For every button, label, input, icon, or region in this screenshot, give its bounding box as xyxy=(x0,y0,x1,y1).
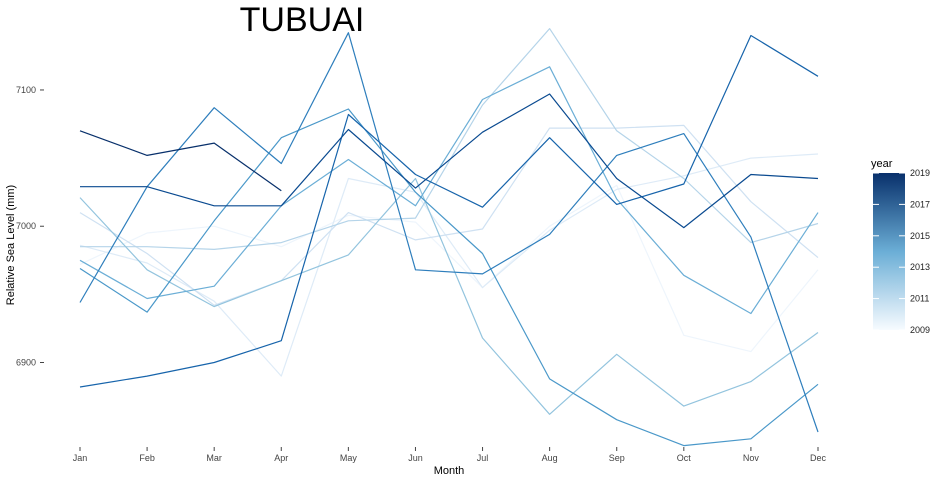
series-line-2013 xyxy=(79,177,819,415)
series-line-2014 xyxy=(79,66,819,315)
x-tick-label: Nov xyxy=(743,453,760,463)
legend-ticks: 2019 2017 2015 2013 2011 2009 xyxy=(873,168,930,335)
x-axis-label: Month xyxy=(434,465,465,477)
series-line-2018 xyxy=(80,93,819,229)
series-line-2009 xyxy=(79,184,819,353)
x-tick-label: May xyxy=(340,453,358,463)
series-line-2016 xyxy=(79,32,819,433)
x-axis-ticks: Jan Feb Mar Apr May Jun Jul Aug Sep Oct Nov Dec xyxy=(73,447,827,463)
legend-tick-label: 2011 xyxy=(910,294,929,304)
series-line-2011 xyxy=(79,124,819,306)
y-tick-label: 7000 xyxy=(16,221,36,231)
series-line-2015 xyxy=(79,108,819,447)
x-tick-label: Jan xyxy=(73,453,88,463)
y-axis-ticks: 6900 7000 7100 xyxy=(16,85,44,368)
series-line-2010 xyxy=(79,153,819,377)
legend-tick-label: 2019 xyxy=(910,168,930,178)
legend-tick-label: 2015 xyxy=(910,231,930,241)
series-line-2017 xyxy=(79,34,819,388)
legend-title: year xyxy=(871,158,893,170)
legend: year 2019 2017 2015 2013 2011 2009 xyxy=(871,158,930,335)
chart-title: TUBUAI xyxy=(240,1,365,39)
x-tick-label: Aug xyxy=(542,453,558,463)
series-line-2012 xyxy=(80,28,819,250)
legend-colorbar xyxy=(873,173,905,330)
x-tick-label: Apr xyxy=(274,453,288,463)
x-tick-label: Mar xyxy=(206,453,222,463)
series-lines xyxy=(79,28,819,447)
y-axis-label: Relative Sea Level (mm) xyxy=(5,185,17,305)
y-tick-label: 7100 xyxy=(16,85,36,95)
legend-tick-label: 2009 xyxy=(910,325,930,335)
x-tick-label: Oct xyxy=(677,453,692,463)
legend-tick-label: 2017 xyxy=(910,199,930,209)
x-tick-label: Sep xyxy=(609,453,625,463)
x-tick-label: Jun xyxy=(408,453,423,463)
x-tick-label: Feb xyxy=(139,453,155,463)
y-tick-label: 6900 xyxy=(16,358,36,368)
legend-tick-label: 2013 xyxy=(910,262,930,272)
series-line-2019 xyxy=(79,130,282,192)
x-tick-label: Dec xyxy=(810,453,827,463)
x-tick-label: Jul xyxy=(477,453,489,463)
